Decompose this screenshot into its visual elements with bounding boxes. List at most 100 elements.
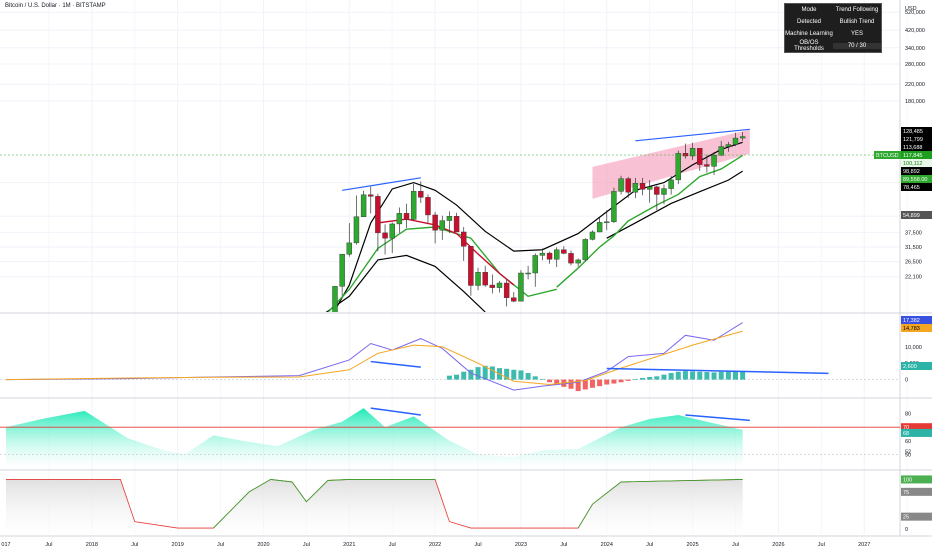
info-panel: Mode Trend Following Detected Bullish Trend…: [784, 3, 882, 53]
price-badge: [901, 127, 932, 135]
macd-divergence-line: [370, 360, 421, 368]
candle-body: [446, 216, 453, 221]
btcusd-tag-text: BTCUSD: [876, 153, 899, 159]
candle-body: [396, 213, 403, 225]
macd-histogram-bar: [461, 371, 467, 380]
candle-body: [425, 197, 431, 216]
candle-body: [732, 137, 739, 145]
candle-body: [375, 196, 381, 234]
price-axis-tick: 420,000: [905, 28, 925, 34]
x-axis-tick: 2021: [343, 542, 355, 548]
macd-histogram-bar: [733, 371, 739, 380]
candle-body: [689, 148, 696, 157]
x-axis-tick: 2025: [686, 542, 698, 548]
macd-histogram-bar: [704, 372, 710, 380]
osc-badge: [901, 487, 932, 496]
price-badge-text: 117,845: [903, 153, 922, 159]
candle-body: [332, 286, 338, 312]
osc-badge-text: 25: [903, 515, 909, 521]
macd-histogram-bar: [568, 379, 574, 389]
candle-body: [432, 214, 438, 231]
price-badge-text: 128,485: [903, 129, 923, 135]
macd-histogram-bar: [597, 379, 603, 387]
macd-badge: [901, 316, 932, 324]
x-axis-tick: 2023: [515, 542, 527, 548]
x-axis-tick: 2018: [86, 542, 98, 548]
price-badge-text: 89,558.00: [903, 177, 927, 183]
price-badge: [901, 211, 932, 219]
candle-body: [539, 252, 546, 256]
macd-histogram-bar: [740, 371, 746, 380]
price-axis-tick: 31,500: [905, 245, 922, 251]
candle-body: [439, 220, 445, 231]
macd-badge-text: 2,600: [903, 364, 917, 370]
macd-histogram-bar: [611, 379, 617, 384]
resistance-zone: [592, 129, 750, 199]
x-axis-tick: Jul: [818, 542, 825, 548]
candle-body: [468, 246, 474, 286]
rsi-badge: [901, 428, 932, 437]
rsi-badge-text: 68: [903, 431, 909, 437]
price-badge-text: 54,899: [903, 213, 920, 219]
candle-body: [546, 252, 553, 260]
rsi-axis-tick: 50: [905, 452, 911, 458]
price-badge: [901, 183, 932, 191]
macd-histogram-bar: [718, 371, 724, 380]
rsi-badge-text: 70: [903, 425, 909, 431]
macd-histogram-bar: [532, 376, 538, 380]
candle-body: [403, 213, 410, 220]
price-badge-text: 121,799: [903, 137, 923, 143]
candle-body: [725, 144, 732, 147]
rsi-area: [6, 408, 743, 468]
macd-line: [5, 322, 743, 391]
candle-body: [739, 136, 746, 139]
x-axis-tick: Jul: [646, 542, 653, 548]
candle-body: [496, 282, 503, 288]
candle-body: [711, 155, 717, 167]
candle-body: [596, 222, 603, 233]
info-panel-row: Machine Learning YES: [785, 28, 881, 40]
candle-body: [704, 164, 710, 167]
price-badge-text: 113,688: [903, 145, 922, 151]
macd-axis-tick: 10,000: [905, 345, 922, 351]
info-panel-value: Bullish Trend: [839, 19, 875, 25]
macd-histogram-bar: [446, 375, 452, 380]
macd-histogram-bar: [711, 372, 717, 380]
macd-histogram-bar: [654, 376, 660, 380]
macd-badge: [901, 362, 932, 370]
x-axis-tick: 2026: [772, 542, 784, 548]
macd-histogram-bar: [589, 379, 595, 388]
candle-body: [646, 186, 653, 190]
rsi-axis-tick: 80: [905, 412, 911, 418]
macd-histogram-bar: [661, 374, 667, 380]
candle-body: [503, 282, 510, 298]
x-axis-tick: Jul: [732, 542, 739, 548]
candle-body: [461, 231, 467, 247]
macd-histogram-bar: [504, 368, 510, 380]
rsi-axis-tick: 60: [905, 439, 911, 445]
candle-body: [518, 272, 524, 302]
x-axis-tick: Jul: [560, 542, 567, 548]
osc-axis-tick: 0: [905, 527, 908, 533]
macd-histogram-bar: [690, 371, 696, 380]
info-panel-row: OB/OS Thresholds 70 / 30: [785, 40, 881, 52]
candle-body: [697, 148, 703, 165]
rsi-divergence-line: [685, 414, 750, 422]
info-panel-value: 70 / 30: [833, 43, 881, 49]
osc-badge-text: 75: [903, 490, 909, 496]
price-axis-tick: 180,000: [905, 99, 925, 105]
candle-body: [475, 272, 481, 286]
macd-histogram-bar: [604, 379, 610, 385]
macd-histogram-bar: [511, 369, 517, 380]
oscillator-line-bull: [577, 479, 743, 529]
candle-body: [611, 191, 617, 222]
price-badge: [901, 159, 932, 167]
oscillator-area: [6, 479, 743, 534]
bull-trend-line-2: [556, 154, 744, 288]
macd-histogram-bar: [618, 379, 624, 383]
candle-body: [589, 231, 596, 240]
macd-histogram-bar: [575, 379, 581, 392]
macd-histogram-bar: [525, 373, 531, 380]
price-badge: [901, 167, 932, 175]
